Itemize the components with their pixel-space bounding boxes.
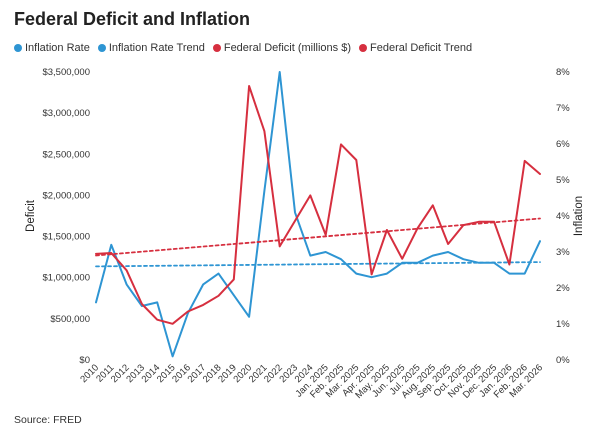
- legend-item-inflation-trend[interactable]: Inflation Rate Trend: [97, 42, 205, 54]
- left-axis-tick-label: $1,000,000: [42, 273, 90, 284]
- right-axis-tick-label: 2%: [556, 283, 570, 294]
- legend-item-inflation-rate[interactable]: Inflation Rate: [14, 42, 90, 54]
- legend-swatch-federal-deficit: [212, 44, 221, 52]
- right-axis-tick-label: 1%: [556, 319, 570, 330]
- legend-item-federal-deficit[interactable]: Federal Deficit (millions $): [212, 42, 351, 54]
- series-line-federal-deficit-millions: [95, 85, 541, 325]
- legend-label-deficit-trend: Federal Deficit Trend: [370, 42, 473, 54]
- legend-swatch-inflation-rate: [14, 44, 22, 52]
- left-axis-title: Deficit: [25, 199, 37, 232]
- right-axis-tick-label: 5%: [556, 175, 570, 186]
- chart-title: Federal Deficit and Inflation: [14, 9, 251, 29]
- series-line-inflation-rate: [95, 71, 541, 358]
- left-axis-tick-label: $3,500,000: [42, 67, 90, 78]
- left-axis-tick-label: $3,000,000: [42, 108, 90, 119]
- legend-swatch-inflation-trend: [97, 44, 106, 52]
- right-axis-tick-label: 0%: [556, 355, 570, 366]
- left-axis-tick-label: $1,500,000: [42, 232, 90, 243]
- legend-swatch-deficit-trend: [359, 44, 367, 52]
- legend-label-inflation-trend: Inflation Rate Trend: [108, 42, 205, 54]
- legend-label-federal-deficit: Federal Deficit (millions $): [223, 42, 351, 54]
- chart-legend: Inflation Rate Inflation Rate Trend Fede…: [14, 42, 472, 54]
- right-axis-tick-label: 6%: [556, 139, 570, 150]
- left-axis-tick-label: $0: [79, 355, 90, 366]
- right-axis-tick-label: 8%: [556, 67, 570, 78]
- left-axis-tick-label: $2,000,000: [42, 190, 90, 201]
- series-line-inflation-rate-trend: [95, 261, 541, 268]
- left-axis-tick-label: $2,500,000: [42, 149, 90, 160]
- right-axis-tick-label: 4%: [556, 211, 570, 222]
- right-axis-title: Inflation: [573, 196, 585, 236]
- legend-item-deficit-trend[interactable]: Federal Deficit Trend: [359, 42, 472, 54]
- right-axis-tick-label: 7%: [556, 103, 570, 114]
- left-axis-tick-label: $500,000: [50, 314, 90, 325]
- source-note: Source: FRED: [14, 414, 82, 426]
- right-axis-tick-label: 3%: [556, 247, 570, 258]
- legend-label-inflation-rate: Inflation Rate: [25, 42, 90, 54]
- series-line-federal-deficit-trend: [95, 217, 541, 257]
